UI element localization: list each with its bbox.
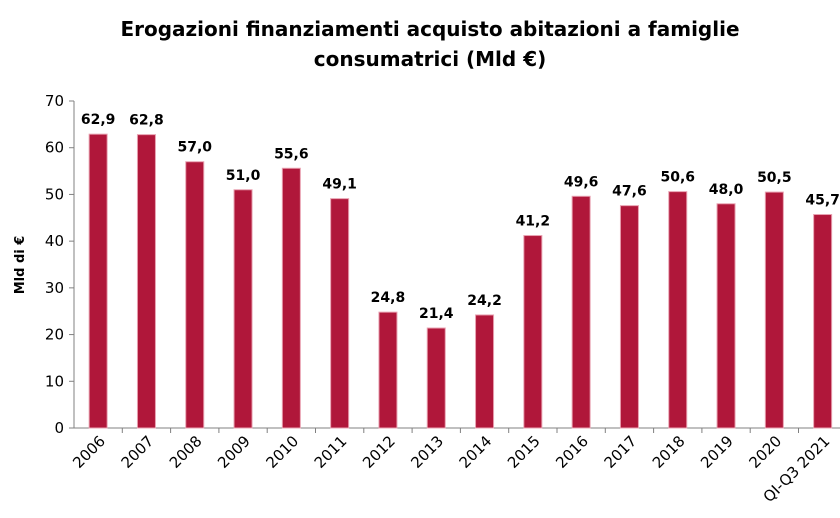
bar [813, 214, 833, 429]
y-tick-label: 40 [45, 232, 64, 250]
x-tick-label: 2016 [552, 432, 592, 472]
x-tick-label: 2012 [359, 432, 399, 472]
data-label: 24,8 [371, 290, 406, 306]
data-label: 62,9 [81, 112, 116, 128]
x-tick-label: 2015 [504, 432, 544, 472]
data-label: 47,6 [612, 184, 647, 200]
bar [330, 198, 350, 429]
data-label: 49,1 [322, 177, 357, 193]
y-tick-label: 50 [45, 185, 64, 203]
x-tick-label: 2010 [262, 432, 302, 472]
bar [764, 191, 784, 429]
data-label: 55,6 [274, 146, 309, 162]
x-tick-label: 2017 [601, 432, 641, 472]
y-tick-label: 10 [45, 372, 64, 390]
data-label: 45,7 [805, 193, 840, 209]
x-tick-label: 2020 [745, 432, 785, 472]
data-label: 57,0 [177, 140, 212, 156]
x-tick-label: 2007 [118, 432, 158, 472]
data-label: 51,0 [226, 168, 261, 184]
x-tick-label: 2011 [311, 432, 351, 472]
bar [136, 134, 156, 429]
bar [668, 191, 688, 429]
chart-title: consumatrici (Mld €) [314, 47, 547, 71]
y-axis-label: Mld di € [13, 236, 28, 295]
y-tick-label: 30 [45, 279, 64, 297]
data-label: 41,2 [516, 214, 551, 230]
y-tick-label: 70 [45, 92, 64, 110]
x-tick-label: 2018 [649, 432, 689, 472]
bar [571, 195, 591, 429]
data-label: 24,2 [467, 293, 502, 309]
data-label: 50,5 [757, 170, 792, 186]
chart-title: Erogazioni finanziamenti acquisto abitaz… [120, 17, 739, 41]
y-tick-label: 0 [54, 419, 64, 437]
bar [88, 133, 108, 429]
x-tick-label: 2014 [456, 432, 496, 472]
data-label: 50,6 [660, 170, 695, 186]
bar [378, 311, 398, 429]
x-tick-label: 2006 [69, 432, 109, 472]
bar [619, 205, 639, 429]
data-label: 62,8 [129, 113, 164, 129]
y-tick-label: 20 [45, 326, 64, 344]
x-tick-label: 2013 [407, 432, 447, 472]
data-label: 48,0 [709, 182, 744, 198]
x-tick-label: 2009 [214, 432, 254, 472]
bar [233, 189, 253, 429]
x-tick-label: 2008 [166, 432, 206, 472]
data-label: 49,6 [564, 174, 599, 190]
x-tick-label: 2019 [697, 432, 737, 472]
bar [281, 167, 301, 429]
data-label: 21,4 [419, 306, 454, 322]
bar [523, 235, 543, 429]
bar [185, 161, 205, 429]
y-tick-label: 60 [45, 139, 64, 157]
bar [716, 203, 736, 429]
bar [475, 314, 495, 429]
bar [426, 327, 446, 429]
